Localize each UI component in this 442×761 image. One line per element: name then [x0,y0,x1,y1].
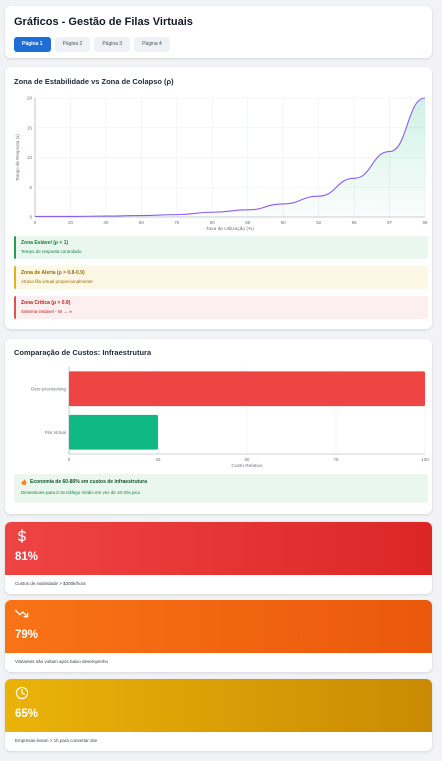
series-area [35,98,425,217]
x-tick-label: 90 [281,220,287,225]
x-tick-label: 97 [387,220,393,225]
x-tick-label: 0 [68,457,71,462]
x-tick-label: 80 [210,220,216,225]
x-tick-label: 60 [139,220,145,225]
zone-alert: Zona de Alerta (ρ > 0.8-0.9) Atraso fila… [14,266,428,289]
page-tabs: Página 1 Página 2 Página 3 Página 4 [14,37,423,52]
zone-alert-title: Zona de Alerta (ρ > 0.8-0.9) [21,270,85,276]
y-tick-label: 5 [29,185,32,190]
bar [69,371,425,407]
stat-desc: Custos de inatividade > $300k/hora [15,581,86,586]
trend-down-icon [15,609,29,618]
x-axis-label: Taxa de Utilização (%) [206,226,254,232]
stat-card-visitors: 79% Visitantes não voltam após baixo des… [5,600,432,672]
y-tick-label: 15 [27,125,33,130]
stat-value: 65% [15,708,39,720]
savings-note-desc: Dimensione para 2-3x tráfego médio em ve… [21,490,141,495]
zone-critical: Zona Crítica (ρ > 0.9) Sistema instável … [14,296,428,319]
stat-desc: Empresas levam > 1h para consertar site [15,738,98,743]
zone-critical-title: Zona Crítica (ρ > 0.9) [21,300,71,306]
x-tick-label: 25 [155,457,161,462]
zone-stable-title: Zona Estável (ρ < 1) [21,240,69,246]
header-card: Gráficos - Gestão de Filas Virtuais Pági… [5,6,432,58]
x-tick-label: 0 [34,220,37,225]
tab-page-4[interactable]: Página 4 [134,37,170,52]
tab-page-3[interactable]: Página 3 [94,37,131,52]
y-tick-label: 10 [27,155,33,160]
x-tick-label: 100 [421,457,429,462]
y-axis-label: Tempo de Resposta (s) [15,134,20,181]
y-tick-label: Over-provisioning [31,386,67,391]
stat-desc: Visitantes não voltam após baixo desempe… [15,659,108,664]
costs-chart: 0 25 50 75 100 Over-provisioning Fila Virtual C… [31,367,429,469]
tab-page-2[interactable]: Página 2 [54,37,91,52]
y-tick-label: 0 [29,215,32,220]
series-line [35,97,426,217]
dollar-icon [18,529,26,543]
zone-stable: Zona Estável (ρ < 1) Tempo de resposta c… [14,236,428,259]
x-tick-label: 70 [174,220,180,225]
bar [69,414,158,450]
x-tick-label: 95 [352,220,358,225]
y-tick-label: 20 [27,96,33,101]
stat-card-repair: 65% Empresas levam > 1h para consertar s… [5,679,432,751]
clock-icon [15,686,29,700]
zone-stable-desc: Tempo de resposta controlado [21,249,82,254]
stability-chart: 0 5 10 15 20 0 20 40 60 70 80 85 90 92 95 97 98 Taxa de U… [15,96,428,232]
stat-value: 79% [15,629,39,641]
stat-card-cost: 81% Custos de inatividade > $300k/hora [5,522,432,594]
y-tick-label: Fila Virtual [45,430,66,435]
costs-card: Comparação de Custos: Infraestrutura 0 25… [5,339,432,514]
stability-title: Zona de Estabilidade vs Zona de Colapso … [14,77,174,86]
stat-value: 81% [15,551,39,563]
zone-alert-desc: Atraso fila virtual proporcionalmente [21,279,93,284]
x-tick-label: 20 [68,220,74,225]
costs-title: Comparação de Custos: Infraestrutura [14,348,152,357]
x-axis-label: Custo Relativo [231,463,263,469]
savings-note: Economia de 60-80% em custos de infraest… [14,474,428,503]
x-tick-label: 75 [333,457,339,462]
x-tick-label: 40 [103,220,109,225]
x-tick-label: 50 [244,457,250,462]
fire-icon [21,479,27,485]
tab-page-1[interactable]: Página 1 [14,37,51,52]
page-title: Gráficos - Gestão de Filas Virtuais [14,16,193,28]
savings-note-title: Economia de 60-80% em custos de infraest… [30,479,147,485]
zone-critical-desc: Sistema instável - W → ∞ [21,309,73,314]
stability-card: Zona de Estabilidade vs Zona de Colapso … [5,67,432,329]
x-tick-label: 92 [316,220,322,225]
x-tick-label: 98 [422,220,428,225]
x-tick-label: 85 [245,220,251,225]
